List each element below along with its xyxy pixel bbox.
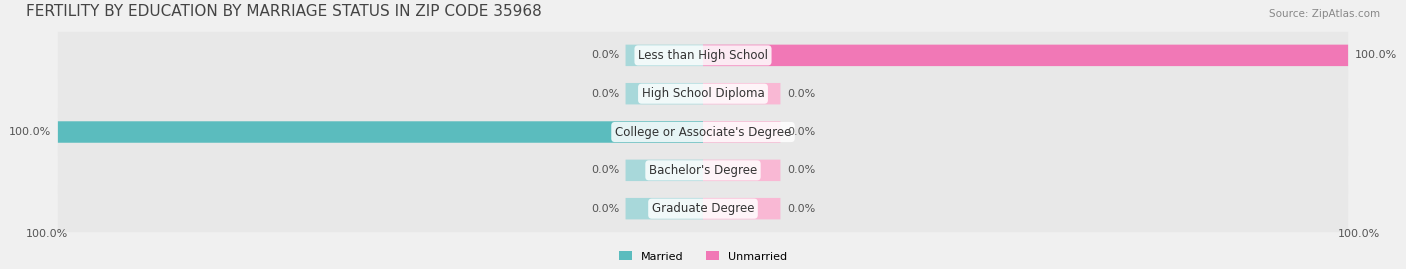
Text: 0.0%: 0.0% (787, 89, 815, 99)
FancyBboxPatch shape (58, 32, 1348, 79)
FancyBboxPatch shape (703, 121, 780, 143)
Text: Graduate Degree: Graduate Degree (652, 202, 754, 215)
Text: Bachelor's Degree: Bachelor's Degree (650, 164, 756, 177)
Text: 100.0%: 100.0% (10, 127, 52, 137)
FancyBboxPatch shape (626, 198, 703, 220)
Text: 0.0%: 0.0% (787, 127, 815, 137)
Text: FERTILITY BY EDUCATION BY MARRIAGE STATUS IN ZIP CODE 35968: FERTILITY BY EDUCATION BY MARRIAGE STATU… (25, 4, 541, 19)
Text: 100.0%: 100.0% (25, 229, 67, 239)
FancyBboxPatch shape (703, 45, 1348, 66)
FancyBboxPatch shape (703, 160, 780, 181)
Text: 100.0%: 100.0% (1354, 50, 1396, 60)
FancyBboxPatch shape (626, 83, 703, 104)
FancyBboxPatch shape (58, 108, 1348, 155)
Text: 0.0%: 0.0% (591, 165, 619, 175)
FancyBboxPatch shape (58, 185, 1348, 232)
FancyBboxPatch shape (58, 121, 703, 143)
FancyBboxPatch shape (703, 198, 780, 220)
Text: 0.0%: 0.0% (591, 89, 619, 99)
Text: 0.0%: 0.0% (591, 50, 619, 60)
FancyBboxPatch shape (58, 70, 1348, 117)
FancyBboxPatch shape (58, 147, 1348, 194)
Text: 0.0%: 0.0% (787, 165, 815, 175)
FancyBboxPatch shape (703, 83, 780, 104)
FancyBboxPatch shape (626, 160, 703, 181)
Text: 0.0%: 0.0% (591, 204, 619, 214)
Text: High School Diploma: High School Diploma (641, 87, 765, 100)
FancyBboxPatch shape (626, 45, 703, 66)
Text: College or Associate's Degree: College or Associate's Degree (614, 126, 792, 139)
Legend: Married, Unmarried: Married, Unmarried (614, 247, 792, 266)
Text: 100.0%: 100.0% (1339, 229, 1381, 239)
Text: 0.0%: 0.0% (787, 204, 815, 214)
Text: Less than High School: Less than High School (638, 49, 768, 62)
Text: Source: ZipAtlas.com: Source: ZipAtlas.com (1270, 9, 1381, 19)
